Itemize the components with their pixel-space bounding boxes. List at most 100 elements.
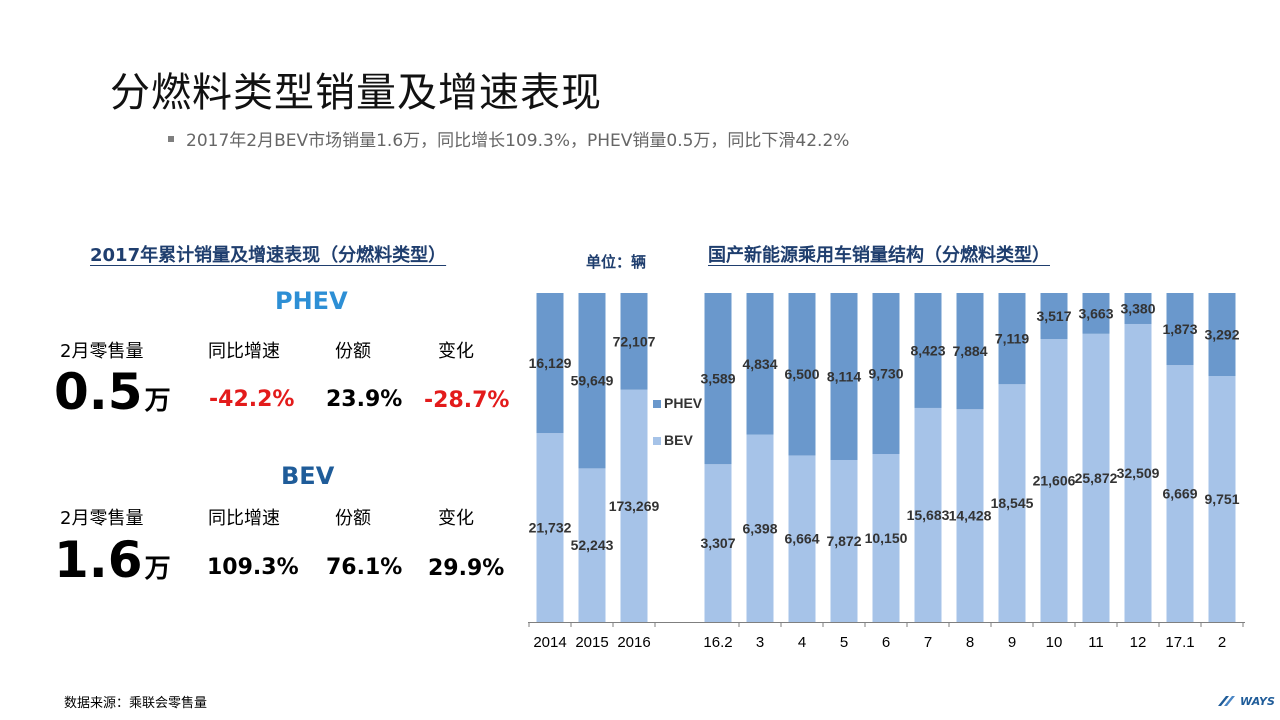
bev-header-sales: 2月零售量 <box>60 508 144 529</box>
data-label-bev: 14,428 <box>949 508 992 524</box>
data-label-bev: 18,545 <box>991 495 1034 511</box>
bar-bev <box>956 409 984 622</box>
page-title: 分燃料类型销量及增速表现 <box>110 70 602 116</box>
bev-header-change: 变化 <box>438 508 474 529</box>
bar-bev <box>1166 365 1194 622</box>
bar-phev <box>872 293 900 455</box>
data-label-phev: 6,500 <box>784 366 819 382</box>
bar-phev <box>956 293 984 410</box>
phev-label: PHEV <box>275 287 348 315</box>
data-label-bev: 6,669 <box>1162 486 1197 502</box>
data-label-bev: 3,307 <box>700 535 735 551</box>
bev-sales-number: 1.6 <box>54 531 143 589</box>
bar-phev <box>1082 293 1110 334</box>
phev-header-change: 变化 <box>438 341 474 362</box>
bar-bev <box>830 459 858 622</box>
unit-label: 单位：辆 <box>586 253 647 271</box>
phev-share-value: 23.9% <box>326 387 403 412</box>
bar-bev <box>620 389 648 622</box>
data-label-phev: 16,129 <box>529 355 572 371</box>
bar-bev <box>536 433 564 622</box>
data-label-bev: 6,398 <box>742 520 777 536</box>
bar-bev <box>1040 339 1068 622</box>
bar-phev <box>914 293 942 408</box>
data-label-phev: 9,730 <box>868 366 903 382</box>
x-tick-label: 12 <box>1130 634 1147 651</box>
data-label-phev: 8,114 <box>827 368 861 384</box>
x-tick-label: 5 <box>840 634 848 651</box>
bar-bev <box>1124 323 1152 622</box>
data-label-bev: 9,751 <box>1204 491 1239 507</box>
bev-share-value: 76.1% <box>326 555 403 580</box>
data-label-phev: 3,589 <box>700 371 735 387</box>
data-label-bev: 15,683 <box>907 507 950 523</box>
x-tick-label: 16.2 <box>703 634 732 651</box>
bar-phev <box>620 293 648 390</box>
data-label-bev: 173,269 <box>609 498 660 514</box>
x-tick-label: 2015 <box>575 634 608 651</box>
phev-sales-number: 0.5 <box>54 363 143 421</box>
x-tick-label: 2016 <box>617 634 650 651</box>
summary-text: 2017年2月BEV市场销量1.6万，同比增长109.3%，PHEV销量0.5万… <box>186 131 850 151</box>
bullet-square-icon <box>168 135 174 142</box>
bar-bev <box>746 434 774 622</box>
x-tick-label: 2 <box>1218 634 1226 651</box>
data-label-bev: 6,664 <box>784 531 819 547</box>
bar-bev <box>788 455 816 622</box>
data-label-bev: 7,872 <box>826 533 861 549</box>
data-label-bev: 21,732 <box>529 520 572 536</box>
bar-phev <box>1040 293 1068 340</box>
bar-phev <box>788 293 816 456</box>
bar-phev <box>1208 293 1236 377</box>
bev-sales-unit: 万 <box>144 554 171 584</box>
bev-header-yoy: 同比增速 <box>208 508 280 529</box>
x-tick-label: 11 <box>1088 634 1104 651</box>
x-tick-label: 4 <box>798 634 806 651</box>
bar-bev <box>578 468 606 622</box>
x-tick-label: 3 <box>756 634 764 651</box>
bev-sales-value: 1.6万 <box>54 535 171 585</box>
data-label-bev: 32,509 <box>1117 465 1160 481</box>
bar-phev <box>536 293 564 434</box>
data-label-phev: 4,834 <box>742 356 777 372</box>
bar-bev <box>998 384 1026 622</box>
bar-bev <box>1082 333 1110 622</box>
phev-sales-unit: 万 <box>144 386 171 416</box>
data-label-phev: 3,292 <box>1204 327 1239 343</box>
legend-label-phev: PHEV <box>664 395 703 411</box>
data-source: 数据来源：乘联会零售量 <box>64 696 208 711</box>
bar-phev <box>830 293 858 460</box>
x-tick-label: 2014 <box>533 634 566 651</box>
data-label-bev: 21,606 <box>1033 473 1076 489</box>
x-tick-label: 6 <box>882 634 890 651</box>
phev-header-share: 份额 <box>335 341 371 362</box>
data-label-phev: 3,663 <box>1078 305 1113 321</box>
data-label-bev: 52,243 <box>571 537 614 553</box>
bar-bev <box>872 454 900 622</box>
bar-phev <box>704 293 732 465</box>
data-label-phev: 8,423 <box>910 342 945 358</box>
bar-bev <box>914 407 942 622</box>
x-tick-label: 9 <box>1008 634 1016 651</box>
data-label-phev: 7,119 <box>995 331 1029 347</box>
left-section-title: 2017年累计销量及增速表现（分燃料类型） <box>90 245 447 266</box>
ways-logo-text: WAYS <box>1240 694 1275 708</box>
x-tick-label: 8 <box>966 634 974 651</box>
data-label-phev: 7,884 <box>952 343 987 359</box>
data-label-bev: 10,150 <box>865 530 908 546</box>
phev-change-value: -28.7% <box>424 388 510 413</box>
bar-phev <box>1124 293 1152 324</box>
phev-header-sales: 2月零售量 <box>60 341 144 362</box>
ways-logo: WAYS <box>1216 694 1275 708</box>
bar-phev <box>998 293 1026 385</box>
data-label-phev: 3,380 <box>1120 300 1155 316</box>
chart-title: 国产新能源乘用车销量结构（分燃料类型） <box>708 245 1050 266</box>
bar-phev <box>1166 293 1194 366</box>
legend-swatch-bev <box>653 437 661 445</box>
bar-bev <box>704 464 732 622</box>
data-label-phev: 1,873 <box>1162 321 1197 337</box>
data-label-phev: 72,107 <box>613 333 656 349</box>
x-tick-label: 7 <box>924 634 932 651</box>
bev-header-share: 份额 <box>335 508 371 529</box>
